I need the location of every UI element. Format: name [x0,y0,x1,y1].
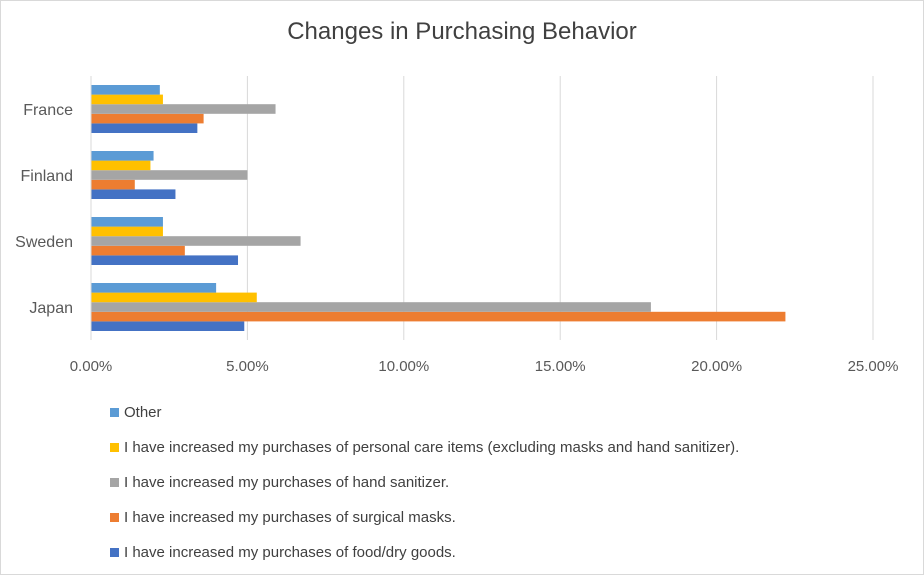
legend-swatch [110,548,119,557]
y-tick-label: France [23,102,73,119]
legend-swatch [110,478,119,487]
bar [91,179,135,190]
legend-item: I have increased my purchases of hand sa… [110,465,739,500]
bar [91,217,163,227]
legend-item: I have increased my purchases of food/dr… [110,535,739,570]
y-tick-label: Sweden [15,234,73,251]
legend-label: Other [124,404,162,421]
bar [91,123,198,133]
legend-label: I have increased my purchases of food/dr… [124,544,456,561]
y-tick-label: Finland [21,168,73,185]
bar [91,104,276,114]
legend-item: Other [110,395,739,430]
bar [91,189,176,199]
legend-item: I have increased my purchases of surgica… [110,500,739,535]
x-tick-label: 10.00% [378,358,429,375]
legend-label: I have increased my purchases of surgica… [124,509,456,526]
bar [91,302,651,312]
bar [91,151,154,161]
bar [91,94,163,105]
bar [91,170,248,180]
legend-label: I have increased my purchases of persona… [124,439,740,456]
bar [91,283,217,293]
legend-swatch [110,443,119,452]
bar [91,255,239,265]
x-tick-label: 20.00% [691,358,742,375]
y-tick-label: Japan [29,300,73,317]
bar [91,226,163,237]
legend-item: I have increased my purchases of persona… [110,430,739,465]
bar [91,292,257,303]
legend-swatch [110,513,119,522]
x-tick-label: 25.00% [848,358,899,375]
x-tick-label: 0.00% [70,358,113,375]
bar [91,245,185,256]
bar [91,321,245,331]
x-tick-label: 15.00% [535,358,586,375]
bar [91,160,151,171]
x-tick-label: 5.00% [226,358,269,375]
bar [91,311,786,322]
legend-label: I have increased my purchases of hand sa… [124,474,450,491]
bar [91,113,204,124]
bar [91,236,301,246]
legend-swatch [110,408,119,417]
legend: Other I have increased my purchases of pe… [110,395,739,570]
chart-title: Changes in Purchasing Behavior [287,18,637,45]
bar [91,85,160,95]
